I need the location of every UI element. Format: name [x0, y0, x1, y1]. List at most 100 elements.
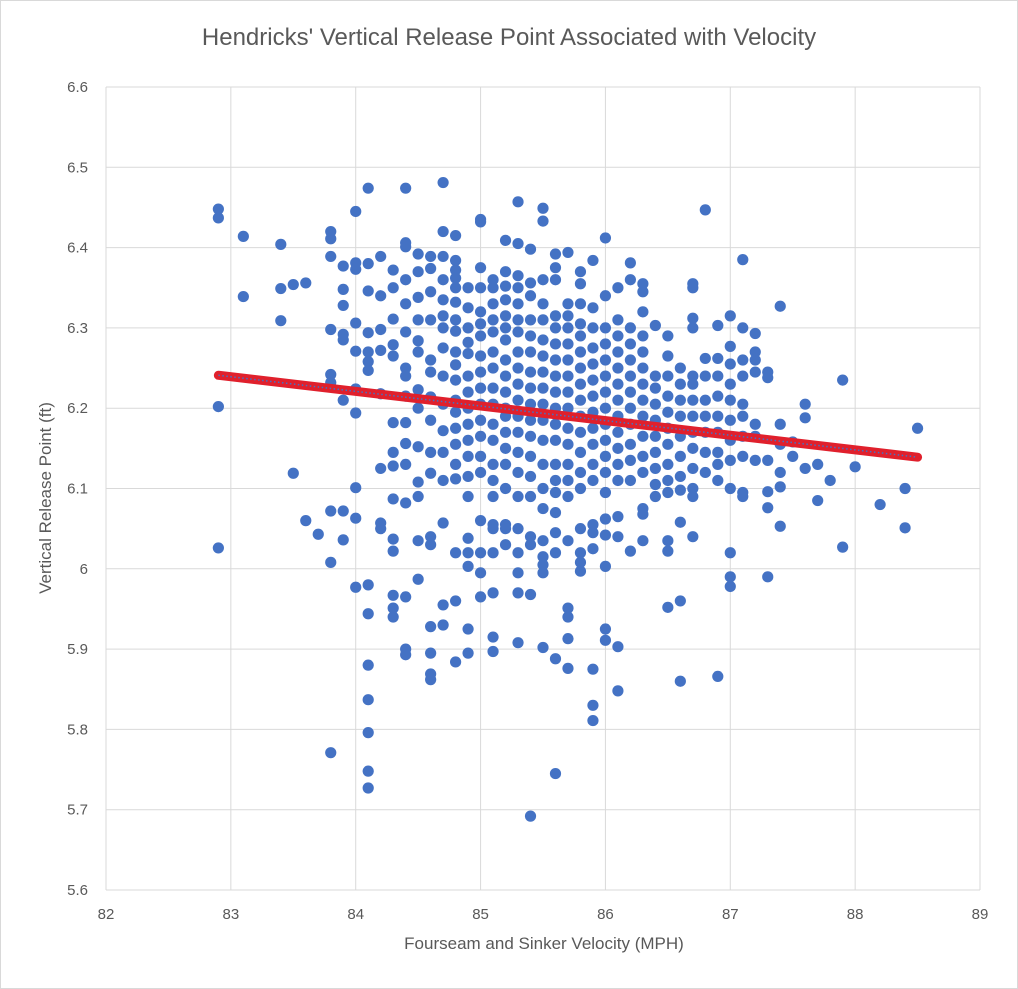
data-point: [674, 675, 686, 687]
data-point: [599, 529, 612, 541]
data-point: [549, 370, 562, 382]
data-point: [749, 346, 761, 358]
data-point: [624, 257, 637, 269]
data-point: [499, 354, 512, 366]
data-point: [387, 533, 399, 545]
data-point: [375, 250, 387, 263]
data-point: [437, 474, 449, 487]
data-point: [612, 282, 624, 294]
data-point: [350, 345, 362, 357]
data-point: [587, 527, 599, 539]
data-point: [512, 282, 524, 294]
data-point: [400, 362, 412, 374]
data-point: [287, 278, 299, 291]
data-point: [612, 458, 624, 471]
data-point: [474, 414, 487, 426]
data-point: [524, 414, 537, 426]
data-point: [574, 394, 587, 406]
data-point: [549, 767, 562, 780]
data-point: [574, 346, 587, 358]
data-point: [450, 325, 462, 337]
y-tick-label: 6: [80, 561, 88, 578]
data-point: [549, 506, 562, 519]
data-point: [899, 522, 911, 534]
data-point: [774, 300, 786, 312]
data-point: [599, 338, 612, 350]
data-point: [599, 466, 612, 479]
data-point: [549, 338, 562, 350]
data-point: [549, 653, 562, 665]
data-point: [437, 310, 449, 322]
data-point: [387, 602, 399, 614]
data-point: [524, 366, 537, 378]
data-point: [487, 346, 499, 358]
data-point: [549, 418, 562, 430]
data-point: [499, 370, 512, 382]
data-point: [499, 280, 512, 292]
data-point: [387, 460, 399, 472]
data-point: [724, 394, 736, 406]
data-point: [524, 346, 537, 358]
data-point: [512, 196, 524, 208]
data-point: [487, 282, 499, 294]
data-point: [362, 356, 374, 368]
x-tick-label: 86: [597, 906, 614, 923]
data-point: [574, 523, 587, 535]
data-point: [474, 330, 487, 342]
data-point: [612, 474, 624, 487]
data-point: [212, 542, 224, 554]
data-point: [637, 306, 649, 318]
data-point: [662, 601, 674, 613]
data-point: [325, 747, 337, 759]
data-point: [474, 430, 487, 442]
data-point: [749, 354, 761, 366]
data-point: [499, 386, 512, 398]
data-point: [637, 362, 649, 374]
data-point: [350, 205, 362, 218]
data-point: [512, 346, 524, 358]
data-point: [362, 258, 374, 270]
data-point: [799, 398, 811, 410]
data-point: [437, 446, 449, 458]
trendline-group: [213, 370, 923, 462]
data-point: [474, 216, 487, 228]
data-point: [450, 656, 462, 668]
data-point: [574, 547, 587, 559]
data-point: [562, 354, 574, 366]
data-point: [362, 608, 374, 620]
data-point: [524, 588, 537, 601]
data-point: [487, 434, 499, 446]
data-point: [512, 237, 524, 250]
data-point: [437, 294, 449, 306]
data-point: [325, 505, 337, 517]
data-point: [437, 370, 449, 382]
data-point: [512, 270, 524, 282]
data-point: [762, 502, 774, 514]
data-point: [599, 634, 612, 646]
data-point: [587, 519, 599, 531]
data-point: [562, 474, 574, 487]
data-point: [587, 322, 599, 334]
data-point: [749, 366, 761, 378]
data-point: [512, 547, 524, 559]
data-point: [512, 466, 524, 479]
data-point: [549, 434, 562, 446]
data-point: [400, 417, 412, 429]
y-tick-label: 6.5: [67, 159, 88, 176]
data-point: [837, 541, 849, 553]
data-point: [350, 407, 362, 419]
data-point: [599, 354, 612, 366]
data-point: [275, 282, 287, 295]
data-point: [637, 330, 649, 342]
data-point: [487, 418, 499, 430]
data-point: [624, 454, 637, 466]
data-point: [450, 254, 462, 267]
data-point: [562, 611, 574, 623]
data-point: [687, 370, 699, 382]
data-point: [450, 473, 462, 485]
data-point: [425, 647, 437, 659]
data-point: [512, 378, 524, 390]
data-point: [911, 422, 924, 434]
data-point: [574, 426, 587, 438]
data-point: [587, 374, 599, 386]
